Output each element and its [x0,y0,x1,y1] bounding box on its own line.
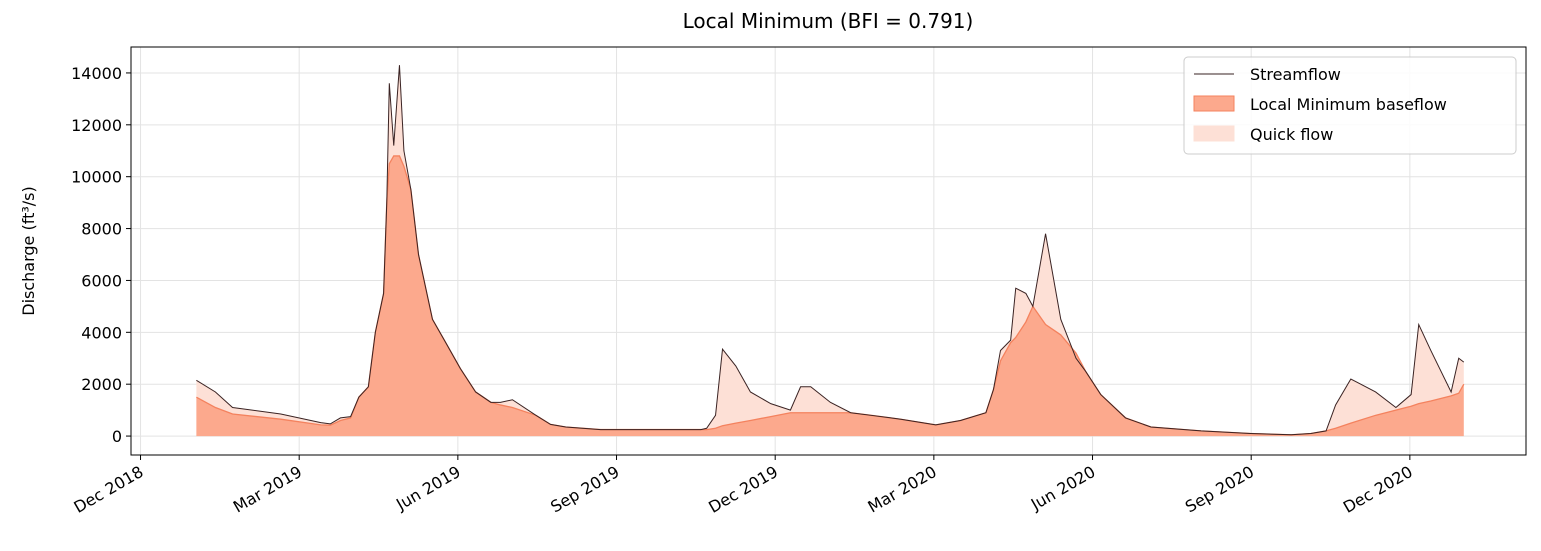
x-tick-label: Mar 2020 [865,462,940,516]
legend-label: Quick flow [1250,125,1333,144]
y-tick-label: 10000 [71,168,122,187]
x-tick-label: Mar 2019 [230,462,305,516]
legend-swatch [1193,95,1235,112]
y-tick-label: 14000 [71,64,122,83]
streamflow-line [196,65,1465,436]
y-tick-label: 6000 [81,271,122,290]
x-tick-label: Dec 2019 [705,462,781,517]
y-tick-label: 2000 [81,375,122,394]
y-axis-label: Discharge (ft³/s) [19,186,38,315]
legend-swatch [1193,125,1235,142]
x-tick-label: Dec 2020 [1340,462,1416,517]
x-tick-label: Dec 2018 [71,462,147,517]
plot-frame [130,46,1527,456]
y-tick-label: 0 [112,427,122,446]
legend-label: Streamflow [1250,65,1341,84]
x-tick-label: Sep 2019 [547,462,622,516]
chart-title: Local Minimum (BFI = 0.791) [683,9,974,33]
legend-box [1183,56,1517,155]
grid [131,47,1526,455]
x-tick-label: Jun 2019 [392,462,464,514]
y-tick-label: 8000 [81,220,122,239]
y-tick-label: 12000 [71,116,122,135]
y-tick-label: 4000 [81,323,122,342]
legend-label: Local Minimum baseflow [1250,95,1447,114]
x-tick-label: Sep 2020 [1182,462,1257,516]
x-tick-label: Jun 2020 [1027,462,1099,514]
